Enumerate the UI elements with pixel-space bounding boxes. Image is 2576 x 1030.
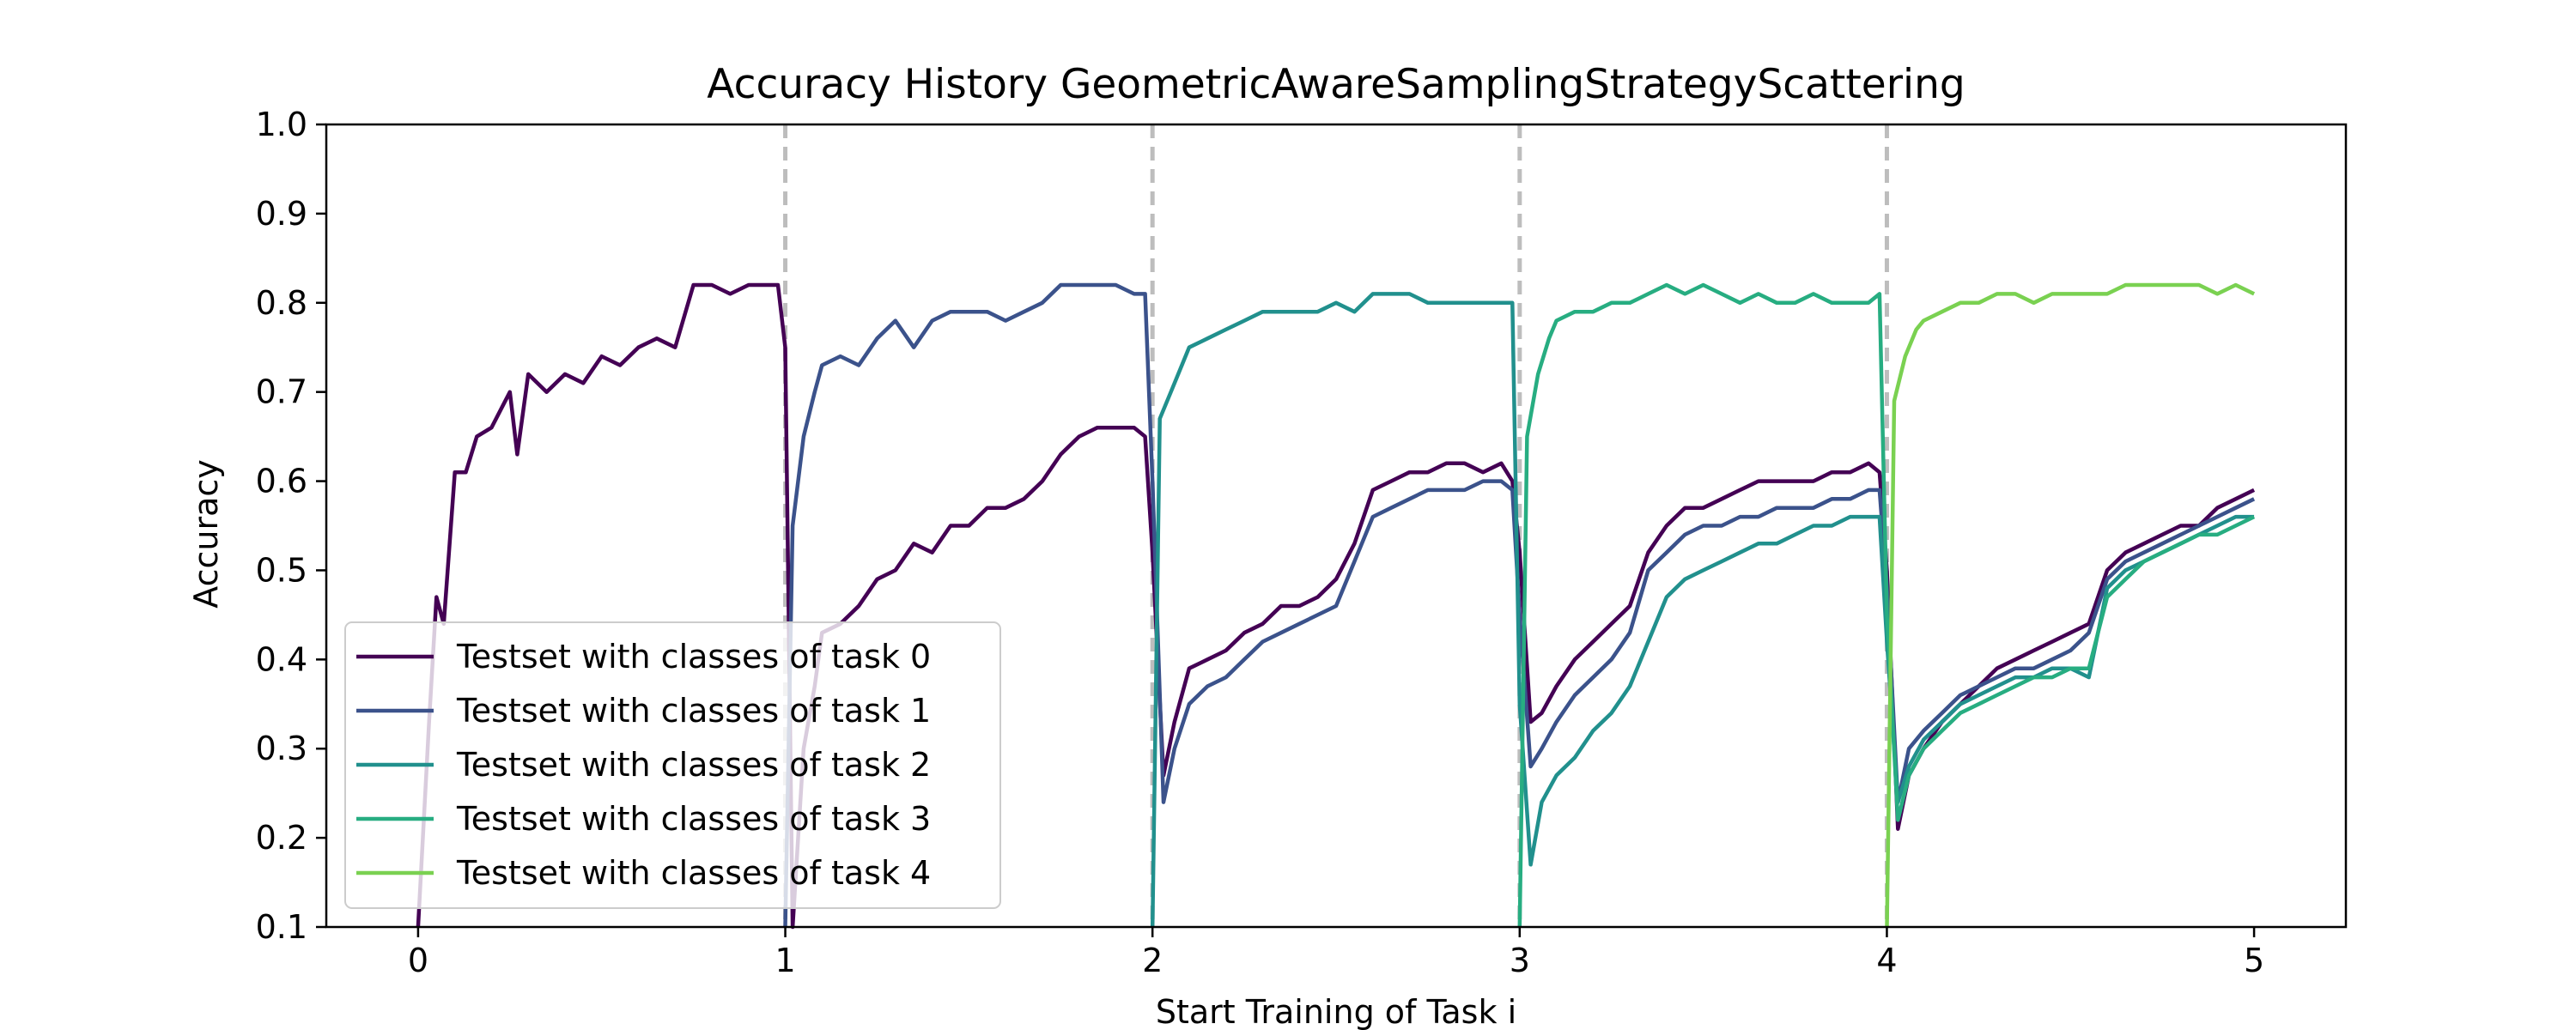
- x-tick-label: 0: [408, 942, 428, 979]
- x-tick-label: 2: [1142, 942, 1163, 979]
- chart-title: Accuracy History GeometricAwareSamplingS…: [707, 61, 1965, 108]
- series-line: [1517, 282, 2256, 928]
- legend-label: Testset with classes of task 4: [456, 854, 931, 892]
- legend-label: Testset with classes of task 1: [456, 692, 931, 730]
- x-axis: 0 1 2 3 4 5: [408, 927, 2264, 979]
- y-tick-label: 0.6: [256, 463, 307, 500]
- y-axis: 0.1 0.2 0.3 0.4 0.5 0.6 0.7 0.8 0.9 1.0: [256, 106, 326, 946]
- legend-box: [344, 621, 1001, 909]
- legend: Testset with classes of task 0 Testset wi…: [344, 621, 1001, 909]
- y-tick-label: 0.1: [256, 908, 307, 946]
- legend-label: Testset with classes of task 2: [456, 746, 931, 784]
- y-axis-label: Accuracy: [187, 459, 225, 609]
- legend-label: Testset with classes of task 3: [456, 800, 931, 838]
- y-tick-label: 0.2: [256, 819, 307, 857]
- series-line: [783, 282, 2256, 928]
- y-tick-label: 0.9: [256, 195, 307, 233]
- legend-items: Testset with classes of task 0 Testset wi…: [356, 638, 931, 892]
- plot-area: 0 1 2 3 4 5 0.1 0.2 0.3 0.4 0.5 0.6 0.7 0.8 0.9 1.0: [256, 106, 2348, 979]
- y-tick-label: 0.5: [256, 551, 307, 589]
- y-tick-label: 0.7: [256, 373, 307, 411]
- legend-label: Testset with classes of task 0: [456, 638, 931, 676]
- x-tick-label: 5: [2244, 942, 2264, 979]
- y-tick-label: 1.0: [256, 106, 307, 143]
- x-axis-label: Start Training of Task i: [1156, 993, 1516, 1030]
- x-tick-label: 4: [1876, 942, 1897, 979]
- x-tick-label: 1: [775, 942, 795, 979]
- plot-frame: [325, 123, 2348, 929]
- series-line: [1150, 292, 2255, 928]
- y-tick-label: 0.8: [256, 284, 307, 322]
- series-line: [1885, 282, 2256, 928]
- series-lines: [416, 282, 2256, 930]
- y-tick-label: 0.4: [256, 640, 307, 678]
- x-tick-label: 3: [1510, 942, 1530, 979]
- y-tick-label: 0.3: [256, 730, 307, 767]
